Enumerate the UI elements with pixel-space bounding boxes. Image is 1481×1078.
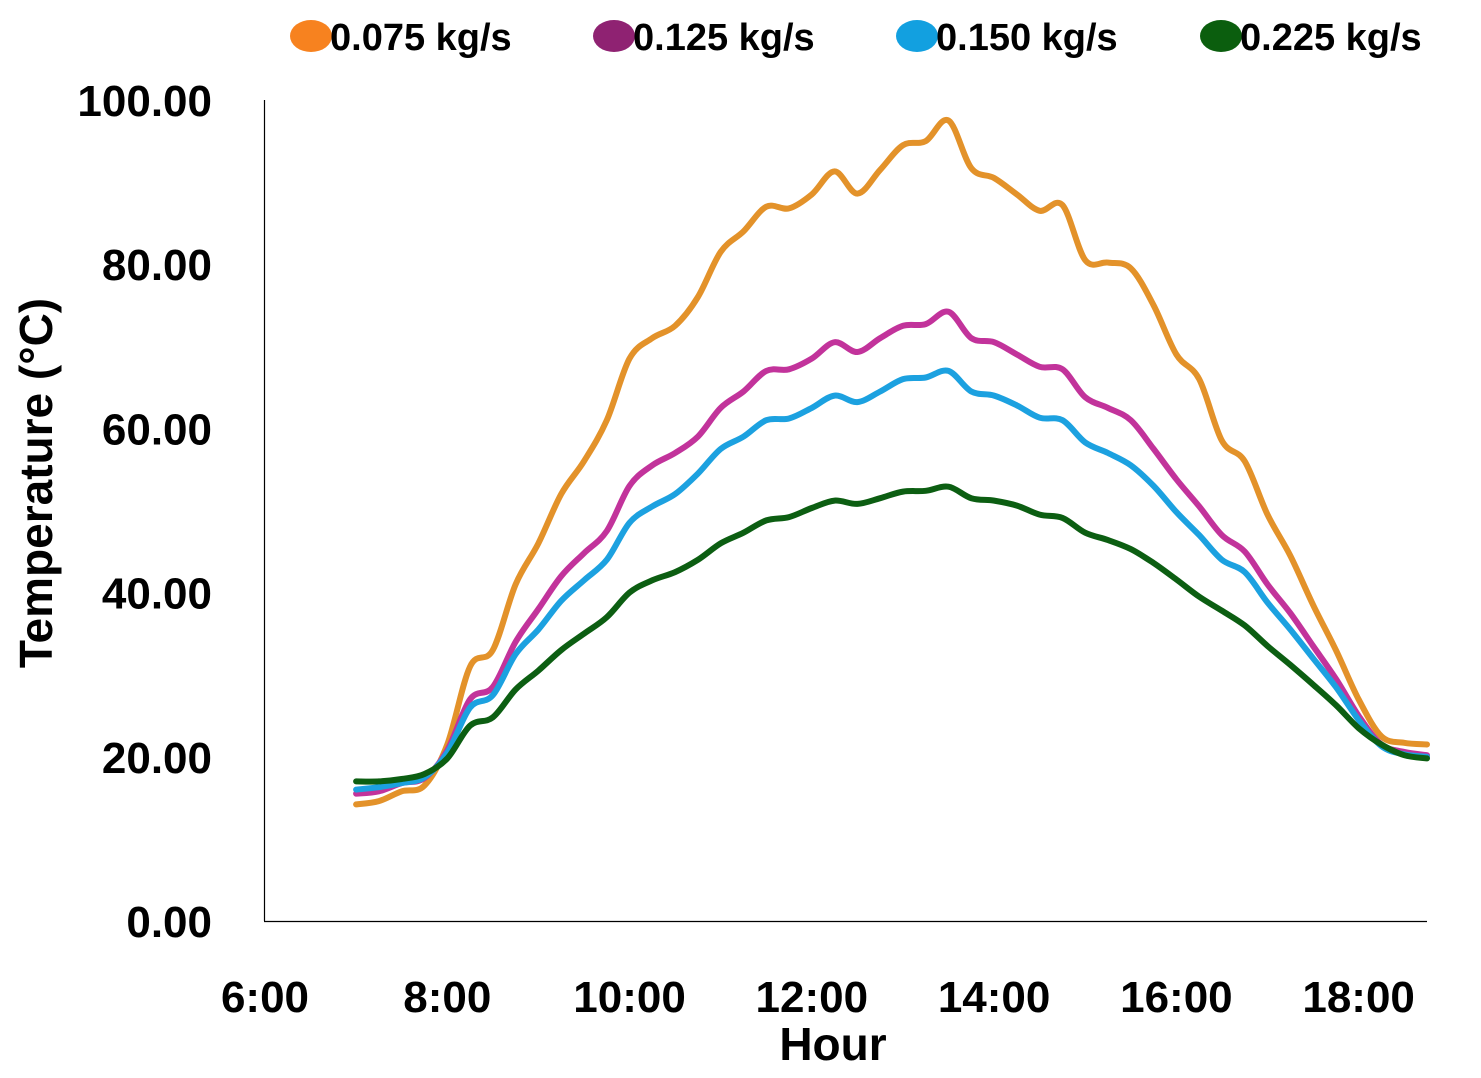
series-line-0 [353, 116, 1430, 808]
y-tick-label: 0.00 [126, 898, 212, 947]
legend-label-3: 0.225 kg/s [1240, 17, 1422, 59]
legend-marker-1 [593, 20, 635, 52]
x-tick-label: 6:00 [221, 973, 309, 1022]
y-axis-title: Temperature (°C) [10, 298, 62, 668]
legend-marker-2 [896, 20, 938, 52]
series-lines [353, 116, 1430, 808]
x-axis-title: Hour [779, 1018, 886, 1070]
x-axis-ticks: 6:00 8:00 10:00 12:00 14:00 16:00 18:00 [221, 973, 1415, 1022]
x-tick-label: 10:00 [573, 973, 686, 1022]
legend-marker-0 [290, 20, 332, 52]
x-tick-label: 16:00 [1120, 973, 1233, 1022]
x-tick-label: 12:00 [756, 973, 869, 1022]
y-tick-label: 20.00 [102, 734, 212, 783]
series-line-1 [353, 308, 1430, 797]
series-line-2 [353, 367, 1430, 793]
y-tick-label: 40.00 [102, 570, 212, 619]
x-tick-label: 14:00 [938, 973, 1051, 1022]
x-tick-label: 18:00 [1302, 973, 1415, 1022]
x-tick-label: 8:00 [403, 973, 491, 1022]
legend-label-2: 0.150 kg/s [936, 17, 1118, 59]
series-line-3 [353, 483, 1430, 785]
y-tick-label: 80.00 [102, 241, 212, 290]
y-tick-label: 60.00 [102, 405, 212, 454]
y-axis-ticks: 0.00 20.00 40.00 60.00 80.00 100.00 [77, 77, 212, 947]
legend-label-0: 0.075 kg/s [330, 17, 512, 59]
legend-marker-3 [1200, 20, 1242, 52]
legend-label-1: 0.125 kg/s [633, 17, 815, 59]
y-tick-label: 100.00 [77, 77, 212, 126]
legend: 0.075 kg/s 0.125 kg/s 0.150 kg/s 0.225 kg/s [290, 17, 1422, 59]
